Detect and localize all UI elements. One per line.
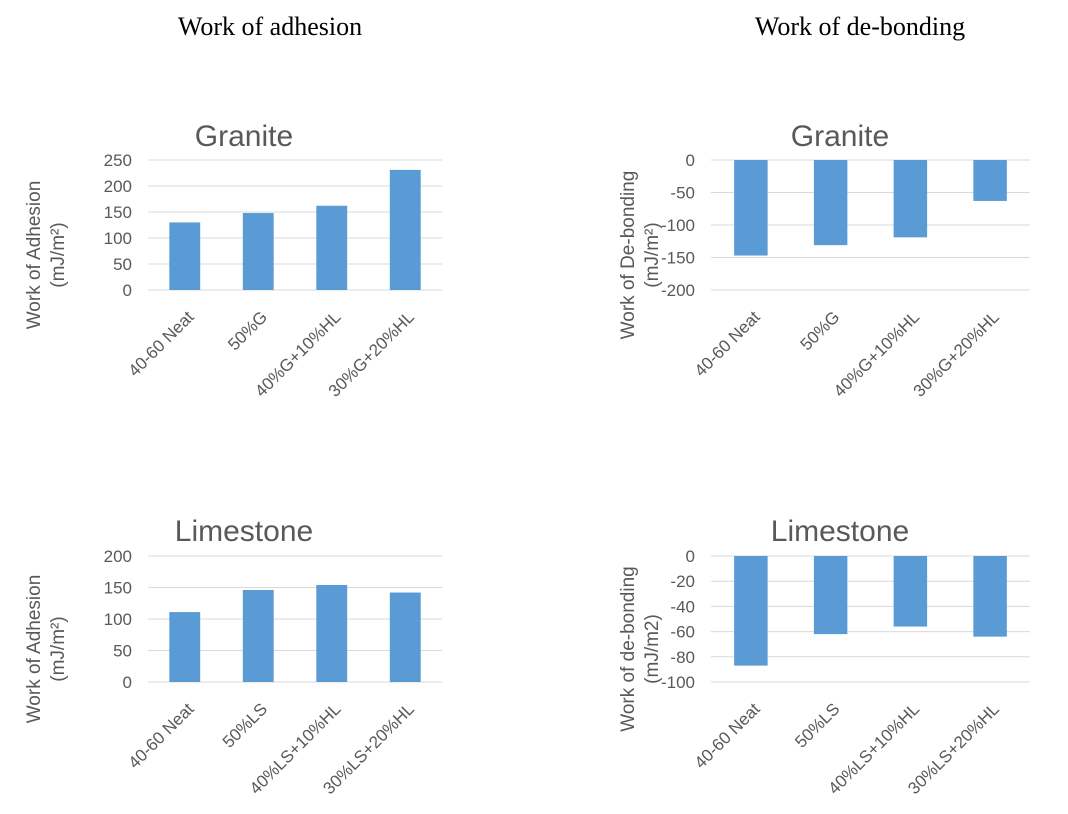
category-label: 40-60 Neat [125,699,198,772]
chart-title: Granite [195,120,293,153]
bar [389,169,421,290]
y-axis-label: Work of Adhesion [24,575,45,724]
y-tick-label: -80 [670,648,695,667]
y-tick-label: 0 [686,547,695,566]
y-tick-label: 100 [104,229,132,248]
category-label: 50%G [797,307,844,354]
chart-title: Limestone [175,515,313,548]
y-tick-label: 50 [113,255,132,274]
bar [316,584,348,682]
y-tick-label: 250 [104,151,132,170]
chart-title: Limestone [771,515,909,548]
bar [734,556,768,666]
y-tick-label: 0 [686,151,695,170]
category-label: 40-60 Neat [125,307,198,380]
y-axis-label: Work of De-bonding [618,171,639,340]
y-axis-label: Work of de-bonding [618,566,639,731]
category-label: 50%G [224,307,271,354]
y-tick-label: -150 [661,249,695,268]
category-label: 30%G+20%HL [910,307,1003,400]
bar [893,160,928,238]
y-tick-label: 0 [123,673,132,692]
y-tick-label: 50 [113,642,132,661]
bar [242,590,274,682]
y-tick-label: -100 [661,673,695,692]
y-axis-label: (mJ/m2) [642,614,663,684]
y-tick-label: -200 [661,281,695,300]
y-axis-label: (mJ/m²) [642,222,663,287]
bar [169,222,201,290]
category-label: 40-60 Neat [691,307,764,380]
y-tick-label: -40 [670,597,695,616]
y-tick-label: 150 [104,579,132,598]
y-axis-label: Work of Adhesion [24,181,45,330]
chart-4: Limestone 0 -20 -40 -60 -80 -100 40-60 Neat 50%L… [618,515,1030,798]
y-tick-label: -50 [670,184,695,203]
bar [973,160,1007,201]
chart-title: Granite [791,120,889,153]
bar [813,556,848,635]
category-label: 50%LS [219,699,271,751]
y-tick-label: 0 [123,281,132,300]
bar [734,160,768,256]
bar [973,556,1007,637]
category-label: 40-60 Neat [691,699,764,772]
heading-work-of-adhesion: Work of adhesion [177,12,363,41]
y-tick-label: 100 [104,610,132,629]
y-tick-label: 150 [104,203,132,222]
bar [813,160,848,246]
bar [169,612,201,682]
y-tick-label: -100 [661,216,695,235]
category-label: 50%LS [791,699,843,751]
bar [389,592,421,682]
y-axis-label: (mJ/m²) [48,222,69,287]
y-tick-label: 200 [104,177,132,196]
y-tick-label: -20 [670,572,695,591]
y-tick-label: 200 [104,547,132,566]
y-tick-label: -60 [670,623,695,642]
bar [893,556,928,627]
heading-work-of-de-bonding: Work of de-bonding [754,12,966,41]
y-axis-label: (mJ/m²) [48,616,69,681]
bar [242,213,274,290]
bar [316,205,348,290]
